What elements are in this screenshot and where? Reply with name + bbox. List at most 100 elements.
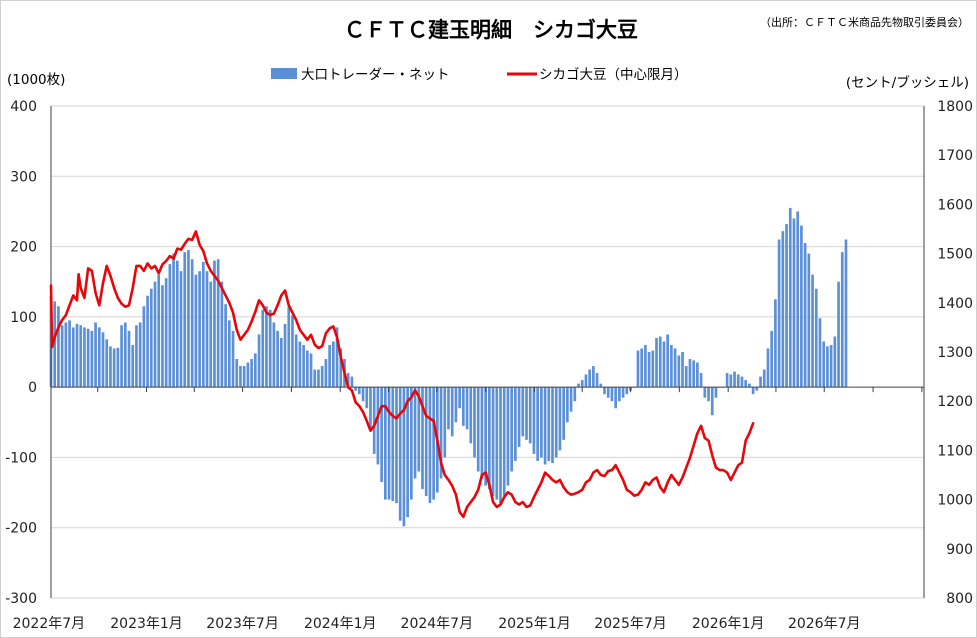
net-position-bar — [818, 318, 822, 388]
net-position-bar — [328, 344, 331, 388]
net-position-bar — [138, 322, 142, 388]
net-position-bar — [64, 322, 68, 388]
net-position-bar — [253, 353, 257, 388]
net-position-bar — [454, 387, 458, 423]
net-position-bar — [826, 346, 829, 388]
net-position-bar — [320, 366, 324, 388]
net-position-bar — [97, 327, 101, 388]
net-position-bar — [313, 369, 317, 388]
net-position-bar — [283, 323, 287, 388]
net-position-bar — [744, 380, 748, 388]
net-position-bar — [350, 376, 354, 388]
right-tick-label: 800 — [946, 591, 973, 607]
net-position-bar — [762, 369, 766, 388]
net-position-bar — [90, 330, 94, 388]
net-position-bar — [94, 322, 97, 388]
net-position-bar — [57, 306, 60, 388]
net-position-bar — [759, 376, 762, 388]
net-position-bar — [101, 332, 105, 388]
net-position-bar — [395, 387, 398, 504]
net-position-bar — [384, 387, 387, 500]
net-position-bar — [123, 322, 127, 388]
net-position-bar — [811, 274, 814, 388]
net-position-bar — [465, 387, 469, 430]
net-position-bar — [521, 387, 525, 437]
net-position-bar — [829, 344, 833, 388]
net-position-bar — [844, 239, 848, 388]
right-tick-label: 1300 — [937, 345, 973, 361]
net-position-bar — [577, 383, 580, 388]
net-position-bar — [517, 387, 521, 447]
net-position-bar — [725, 373, 729, 388]
net-position-bar — [361, 387, 365, 402]
net-position-bar — [822, 341, 826, 388]
net-position-bar — [651, 350, 655, 388]
right-tick-label: 1400 — [937, 296, 973, 312]
right-tick-label: 900 — [946, 542, 973, 558]
net-position-bar — [142, 306, 146, 388]
net-position-bar — [447, 387, 450, 430]
net-position-bar — [224, 304, 227, 388]
net-position-bar — [774, 299, 777, 388]
net-position-bar — [276, 330, 279, 388]
net-position-bar — [272, 322, 276, 388]
net-position-bar — [265, 306, 268, 388]
net-position-bar — [558, 387, 562, 451]
net-position-bar — [573, 387, 577, 402]
net-position-bar — [346, 373, 350, 388]
net-position-bar — [625, 387, 629, 395]
net-position-bar — [421, 387, 424, 490]
net-position-bar — [135, 325, 138, 388]
net-position-bar — [86, 328, 90, 388]
net-position-bar — [179, 271, 183, 388]
net-position-bar — [209, 281, 213, 388]
net-position-bar — [525, 387, 528, 440]
net-position-bar — [279, 337, 283, 388]
net-position-bar — [105, 339, 109, 388]
net-position-bar — [205, 271, 209, 388]
net-position-bar — [354, 387, 357, 391]
net-position-bar — [473, 387, 476, 458]
net-position-bar — [250, 359, 253, 388]
net-position-bar — [268, 309, 272, 388]
net-position-bar — [109, 346, 112, 388]
net-position-bar — [647, 352, 651, 388]
right-axis-unit: (セント/ブッシェル) — [846, 74, 969, 91]
net-position-bar — [666, 334, 669, 388]
net-position-bar — [71, 327, 75, 388]
net-position-bar — [261, 309, 265, 388]
net-position-bar — [788, 207, 792, 388]
net-position-bar — [807, 253, 811, 388]
net-position-bar — [814, 288, 818, 388]
left-tick-label: -200 — [5, 521, 37, 537]
left-tick-label: 200 — [10, 240, 37, 256]
net-position-bar — [640, 348, 643, 388]
left-tick-label: -100 — [5, 450, 37, 466]
net-position-bar — [833, 336, 837, 388]
net-position-bar — [216, 259, 220, 388]
left-tick-label: 300 — [10, 169, 37, 185]
net-position-bar — [532, 387, 536, 454]
axes — [50, 106, 925, 598]
net-position-bar — [443, 387, 447, 458]
net-position-bar — [462, 387, 465, 426]
net-position-bar — [595, 373, 599, 388]
net-position-bar — [413, 387, 417, 479]
soybean-price-line — [49, 230, 755, 519]
net-position-bar — [514, 387, 517, 461]
x-tick-label: 2023年7月 — [206, 616, 279, 632]
net-position-bar — [580, 380, 584, 388]
net-position-bars — [49, 207, 848, 527]
net-position-bar — [670, 344, 673, 388]
net-position-bar — [476, 387, 480, 472]
net-position-bar — [543, 387, 547, 465]
net-position-bar — [339, 348, 343, 388]
net-position-bar — [172, 253, 175, 388]
net-position-bar — [450, 387, 454, 437]
net-position-bar — [291, 315, 294, 388]
x-tick-label: 2024年1月 — [304, 616, 377, 632]
net-position-bar — [242, 366, 246, 388]
net-position-bar — [540, 387, 543, 458]
net-position-bar — [302, 344, 305, 388]
net-position-bar — [410, 387, 413, 500]
